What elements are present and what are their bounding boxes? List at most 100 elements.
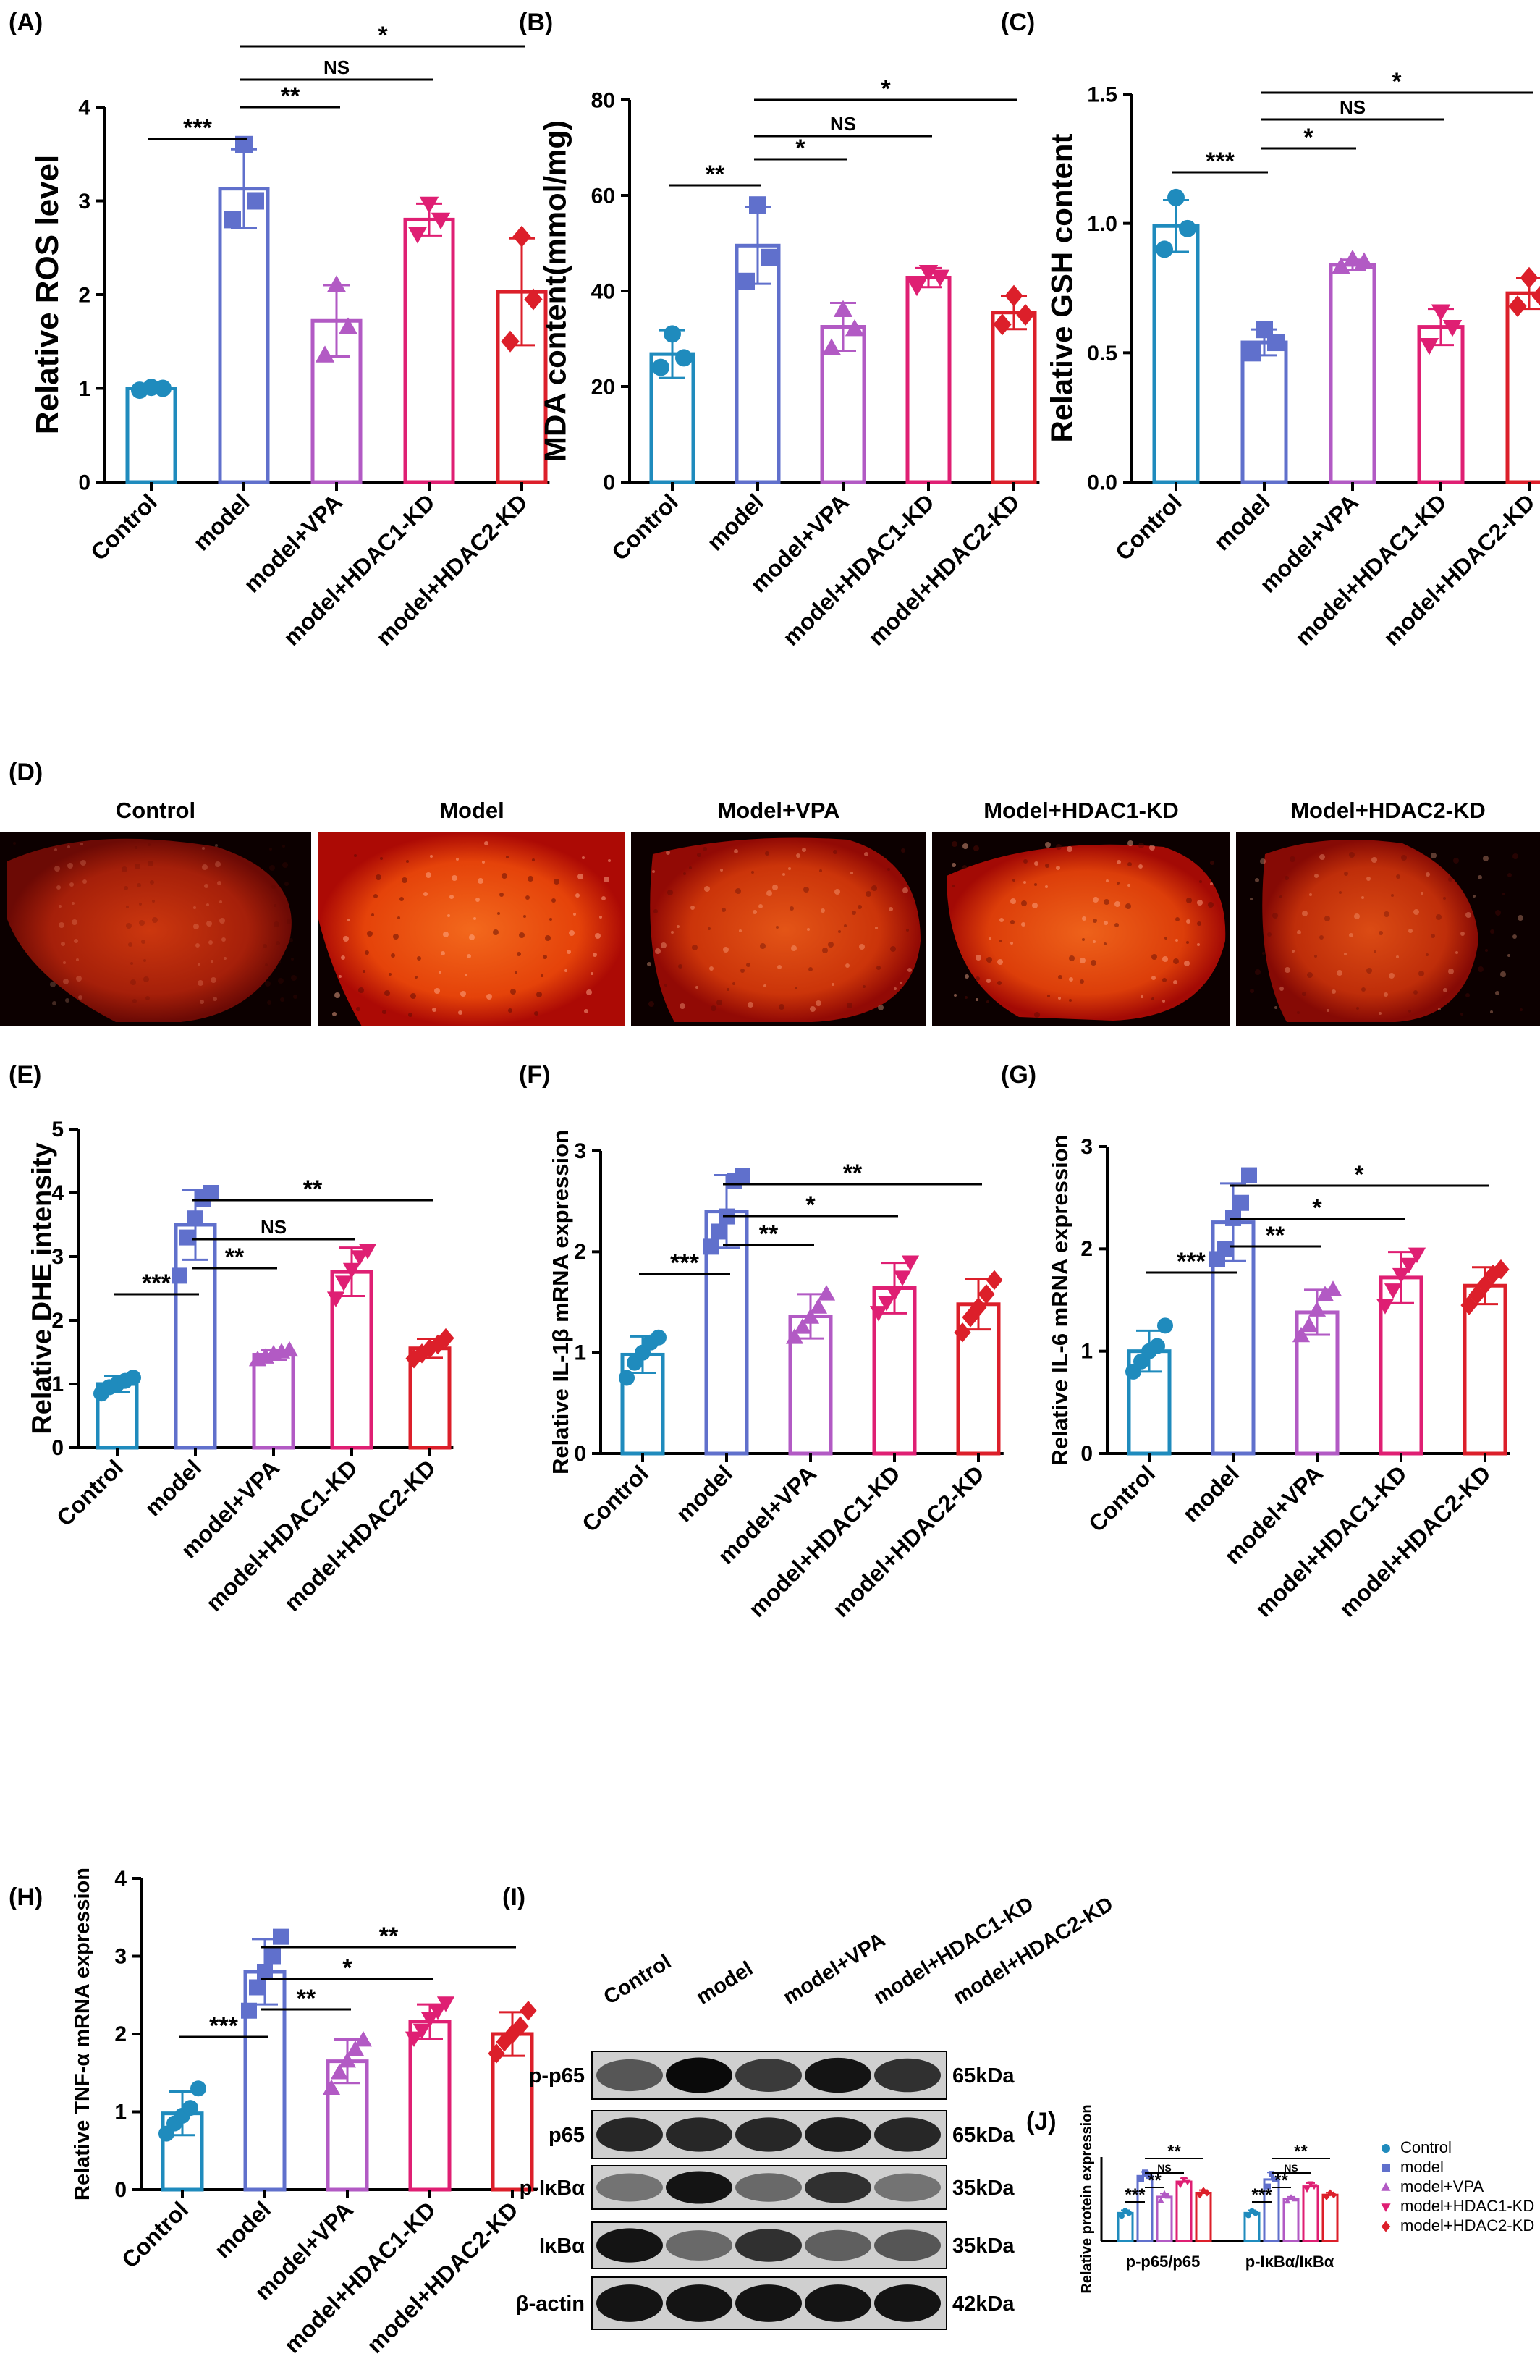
data-point	[993, 313, 1012, 336]
tissue-speckle	[952, 885, 955, 887]
tissue-speckle	[200, 1000, 204, 1004]
blot-band	[596, 2284, 663, 2322]
tissue-speckle	[1408, 929, 1413, 933]
tissue-speckle	[341, 955, 345, 960]
tissue-speckle	[148, 843, 151, 846]
y-axis-label: Relative IL-1β mRNA expression	[548, 1130, 573, 1474]
tissue-speckle	[536, 992, 542, 997]
tissue-speckle	[76, 976, 82, 982]
tissue-speckle	[549, 918, 552, 921]
tissue-speckle	[517, 952, 521, 956]
tissue-speckle	[208, 940, 213, 945]
tissue-speckle	[206, 903, 209, 906]
tissue-speckle	[1151, 976, 1156, 980]
y-axis-label: Relative ROS level	[30, 155, 65, 434]
tissue-speckle	[1418, 971, 1424, 976]
tissue-speckle	[1356, 1007, 1359, 1010]
tissue-speckle	[1058, 975, 1062, 979]
tissue-speckle	[1384, 911, 1389, 917]
blot-band	[666, 2171, 732, 2204]
data-point	[907, 279, 927, 297]
tissue-speckle	[393, 934, 399, 940]
tissue-speckle	[478, 878, 483, 884]
y-tick-label: 1	[1080, 1339, 1093, 1363]
data-point	[431, 212, 451, 230]
tissue-speckle	[195, 943, 200, 948]
significance-label: **	[759, 1220, 779, 1248]
tissue-speckle	[128, 942, 132, 947]
tissue-speckle	[1197, 900, 1203, 906]
tissue-speckle	[808, 967, 813, 971]
tissue-speckle	[722, 908, 726, 912]
data-point	[1287, 2194, 1295, 2200]
tissue-speckle	[965, 996, 968, 999]
data-point	[187, 1210, 203, 1227]
tissue-speckle	[1056, 866, 1060, 870]
tissue-speckle	[647, 962, 651, 966]
tissue-speckle	[1262, 952, 1265, 955]
y-tick-label: 4	[51, 1181, 64, 1205]
tissue-speckle	[866, 891, 871, 897]
data-point	[1308, 1301, 1327, 1317]
data-point	[793, 1318, 812, 1334]
data-point	[711, 1223, 727, 1240]
tissue-speckle	[449, 895, 454, 899]
data-point	[833, 300, 853, 317]
tissue-speckle	[1436, 914, 1442, 920]
tissue-speckle	[460, 991, 466, 997]
bar	[1321, 2193, 1339, 2242]
tissue-speckle	[976, 955, 981, 961]
tissue-speckle	[356, 1007, 360, 1011]
y-tick-label: 80	[591, 89, 615, 113]
tissue-speckle	[1151, 954, 1157, 960]
tissue-speckle	[1080, 979, 1084, 984]
data-point	[817, 1285, 836, 1301]
y-tick-label: 2	[574, 1240, 586, 1264]
tissue-speckle	[810, 1006, 816, 1012]
tissue-speckle	[753, 910, 757, 914]
y-tick-label: 3	[78, 190, 90, 214]
data-point	[1161, 2190, 1168, 2196]
tissue-speckle	[213, 997, 217, 1001]
data-point	[1508, 295, 1527, 318]
data-point	[885, 1286, 904, 1301]
lane-label: model+VPA	[779, 1928, 890, 2009]
tissue-speckle	[1173, 980, 1177, 984]
tissue-speckle	[859, 944, 865, 950]
tissue-speckle	[343, 936, 349, 942]
tissue-speckle	[365, 950, 369, 955]
tissue-speckle	[219, 918, 225, 924]
tissue-speckle	[1448, 877, 1452, 882]
tissue-speckle	[1297, 930, 1301, 934]
tissue-speckle	[515, 971, 517, 974]
tissue-speckle	[1507, 873, 1512, 877]
data-point	[1292, 1326, 1311, 1343]
category-label: model+HDAC1-KD	[777, 489, 939, 650]
data-point	[1157, 1317, 1173, 1334]
tissue-speckle	[796, 853, 800, 858]
significance-label: *	[795, 135, 805, 162]
tissue-speckle	[202, 864, 208, 870]
category-label: model	[702, 489, 769, 555]
tissue-speckle	[347, 919, 350, 921]
tissue-speckle	[1069, 977, 1073, 982]
tissue-speckle	[69, 882, 74, 887]
tissue-speckle	[1354, 913, 1360, 919]
tissue-speckle	[380, 857, 383, 860]
image-title: Model	[439, 798, 504, 823]
data-point	[437, 1328, 454, 1349]
category-label: model	[188, 489, 255, 555]
tissue-speckle	[875, 927, 878, 929]
tissue-speckle	[760, 943, 766, 949]
tissue-speckle	[415, 976, 418, 979]
tissue-speckle	[1151, 997, 1154, 1000]
tissue-speckle	[697, 853, 701, 857]
tissue-speckle	[1056, 844, 1062, 850]
y-tick-label: 3	[574, 1139, 586, 1163]
category-label: p-IκBα/IκBα	[1245, 2253, 1334, 2271]
panel-label: (I)	[502, 1883, 525, 1911]
data-point	[1177, 2182, 1184, 2189]
tissue-speckle	[1045, 864, 1049, 868]
data-point	[326, 275, 347, 292]
